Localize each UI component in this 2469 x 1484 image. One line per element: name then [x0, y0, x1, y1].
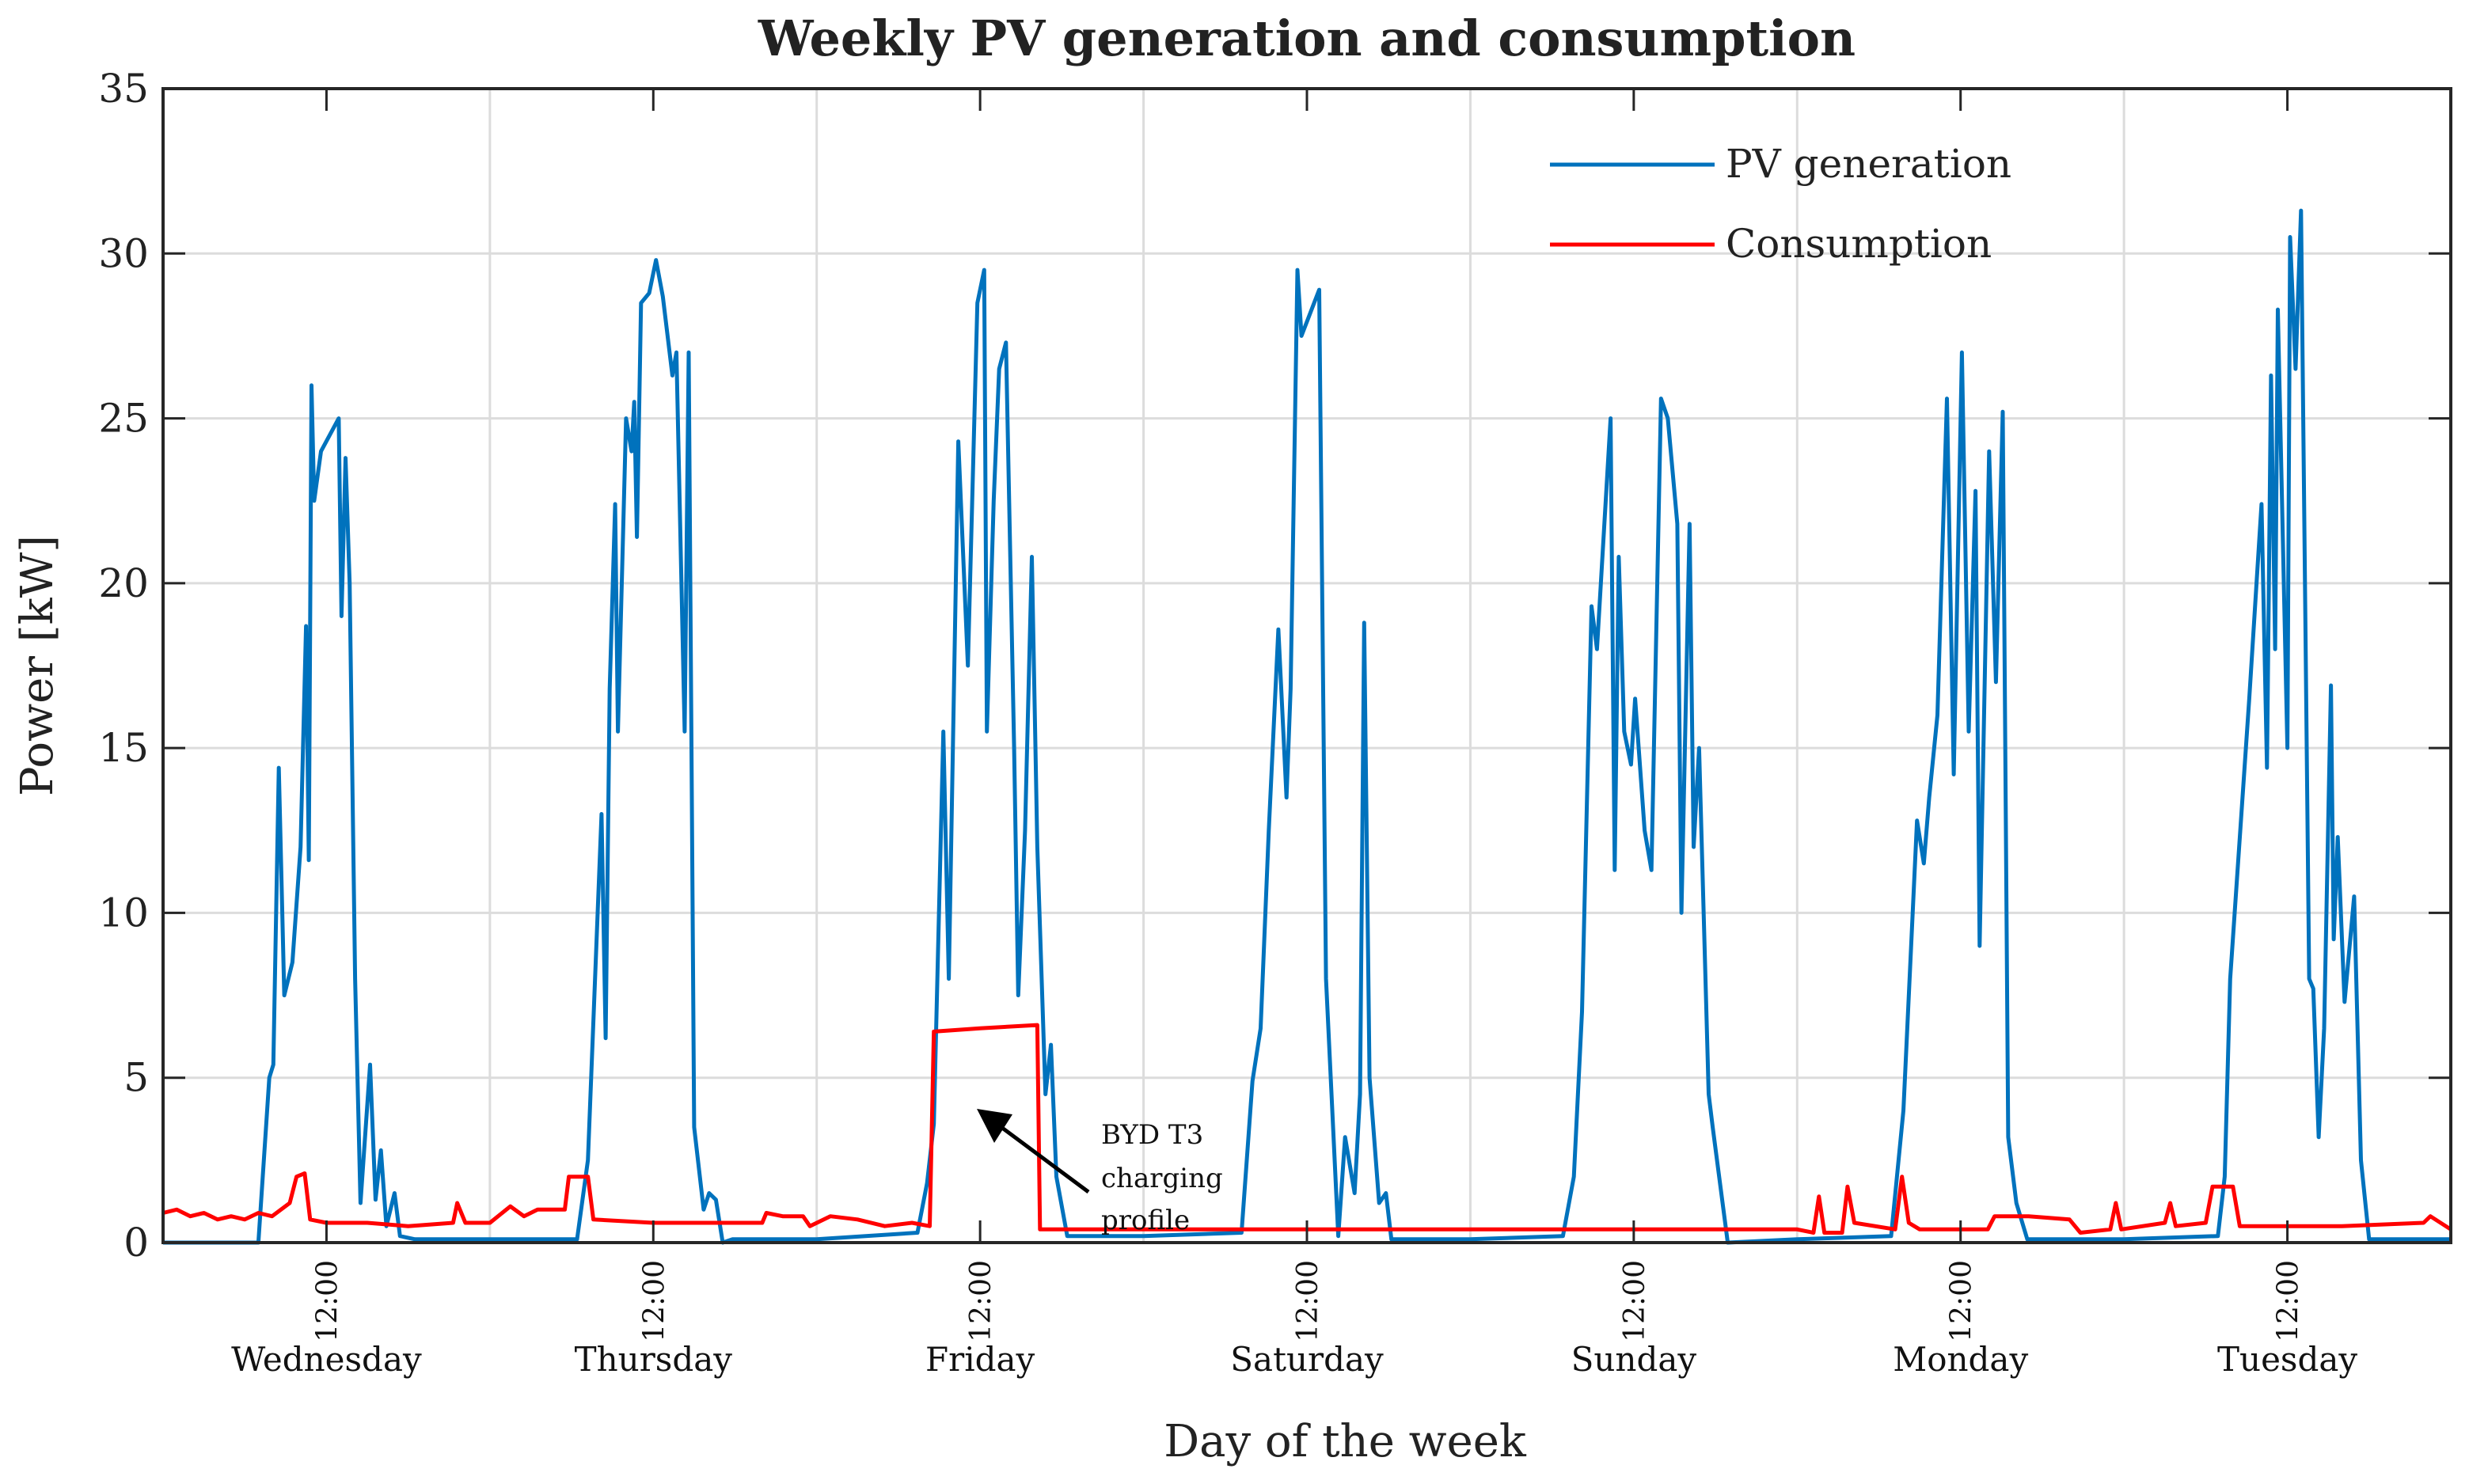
day-label: Thursday — [575, 1340, 733, 1379]
annotation-arrow-head — [977, 1109, 1012, 1143]
series-group — [162, 208, 2452, 1245]
y-axis-label: Power [kW] — [12, 535, 63, 796]
annotation-line-3: profile — [1101, 1205, 1190, 1236]
x-tick-label: 12:00 — [1292, 1260, 1324, 1342]
series-line-pv-generation — [163, 208, 2451, 1245]
x-tick-label: 12:00 — [965, 1260, 997, 1342]
legend-label-pv: PV generation — [1726, 141, 2011, 187]
legend-label-consumption: Consumption — [1726, 221, 1992, 267]
y-tick-label: 25 — [98, 396, 149, 442]
y-tick-label: 10 — [98, 890, 149, 936]
y-tick-label: 0 — [123, 1220, 149, 1266]
chart-title: Weekly PV generation and consumption — [758, 9, 1856, 67]
y-tick-label: 35 — [98, 66, 149, 112]
x-tick-label: 12:00 — [2273, 1260, 2305, 1342]
day-label: Sunday — [1571, 1340, 1697, 1379]
y-tick-label: 15 — [98, 725, 149, 771]
y-tick-label: 30 — [98, 230, 149, 276]
y-tick-label: 20 — [98, 560, 149, 606]
ticks: 0510152025303512:00Wednesday12:00Thursda… — [98, 66, 2451, 1379]
day-label: Friday — [925, 1340, 1035, 1379]
y-tick-label: 5 — [123, 1055, 149, 1101]
x-tick-label: 12:00 — [638, 1260, 670, 1342]
annotation-arrow-shaft — [997, 1123, 1090, 1194]
x-tick-label: 12:00 — [1946, 1260, 1978, 1342]
day-label: Wednesday — [231, 1340, 422, 1379]
x-tick-label: 12:00 — [1619, 1260, 1651, 1342]
x-axis-label: Day of the week — [1164, 1416, 1527, 1467]
day-label: Saturday — [1230, 1340, 1384, 1379]
x-tick-label: 12:00 — [311, 1260, 344, 1342]
annotation-line-2: charging — [1101, 1163, 1223, 1194]
legend: PV generation Consumption — [1550, 141, 2011, 267]
series-line-consumption — [162, 1023, 2452, 1235]
grid — [163, 89, 2451, 1243]
day-label: Monday — [1893, 1340, 2028, 1379]
day-label: Tuesday — [2217, 1340, 2357, 1379]
annotation: BYD T3 charging profile — [977, 1109, 1223, 1236]
annotation-line-1: BYD T3 — [1101, 1119, 1203, 1151]
